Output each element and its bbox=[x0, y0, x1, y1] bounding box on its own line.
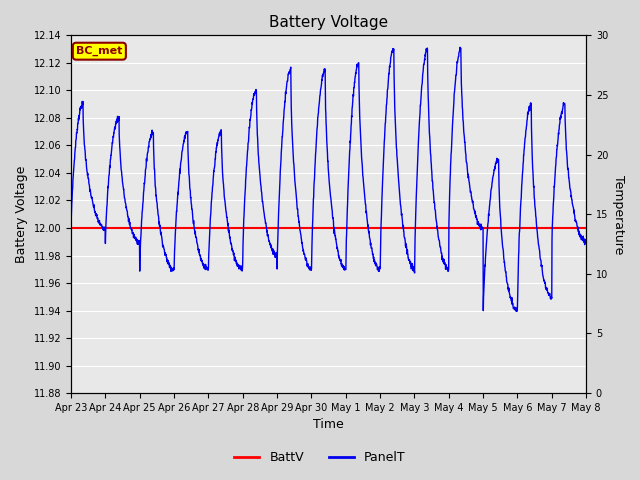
Title: Battery Voltage: Battery Voltage bbox=[269, 15, 388, 30]
X-axis label: Time: Time bbox=[313, 419, 344, 432]
Text: BC_met: BC_met bbox=[76, 46, 122, 56]
Y-axis label: Battery Voltage: Battery Voltage bbox=[15, 166, 28, 263]
Legend: BattV, PanelT: BattV, PanelT bbox=[229, 446, 411, 469]
Y-axis label: Temperature: Temperature bbox=[612, 175, 625, 254]
